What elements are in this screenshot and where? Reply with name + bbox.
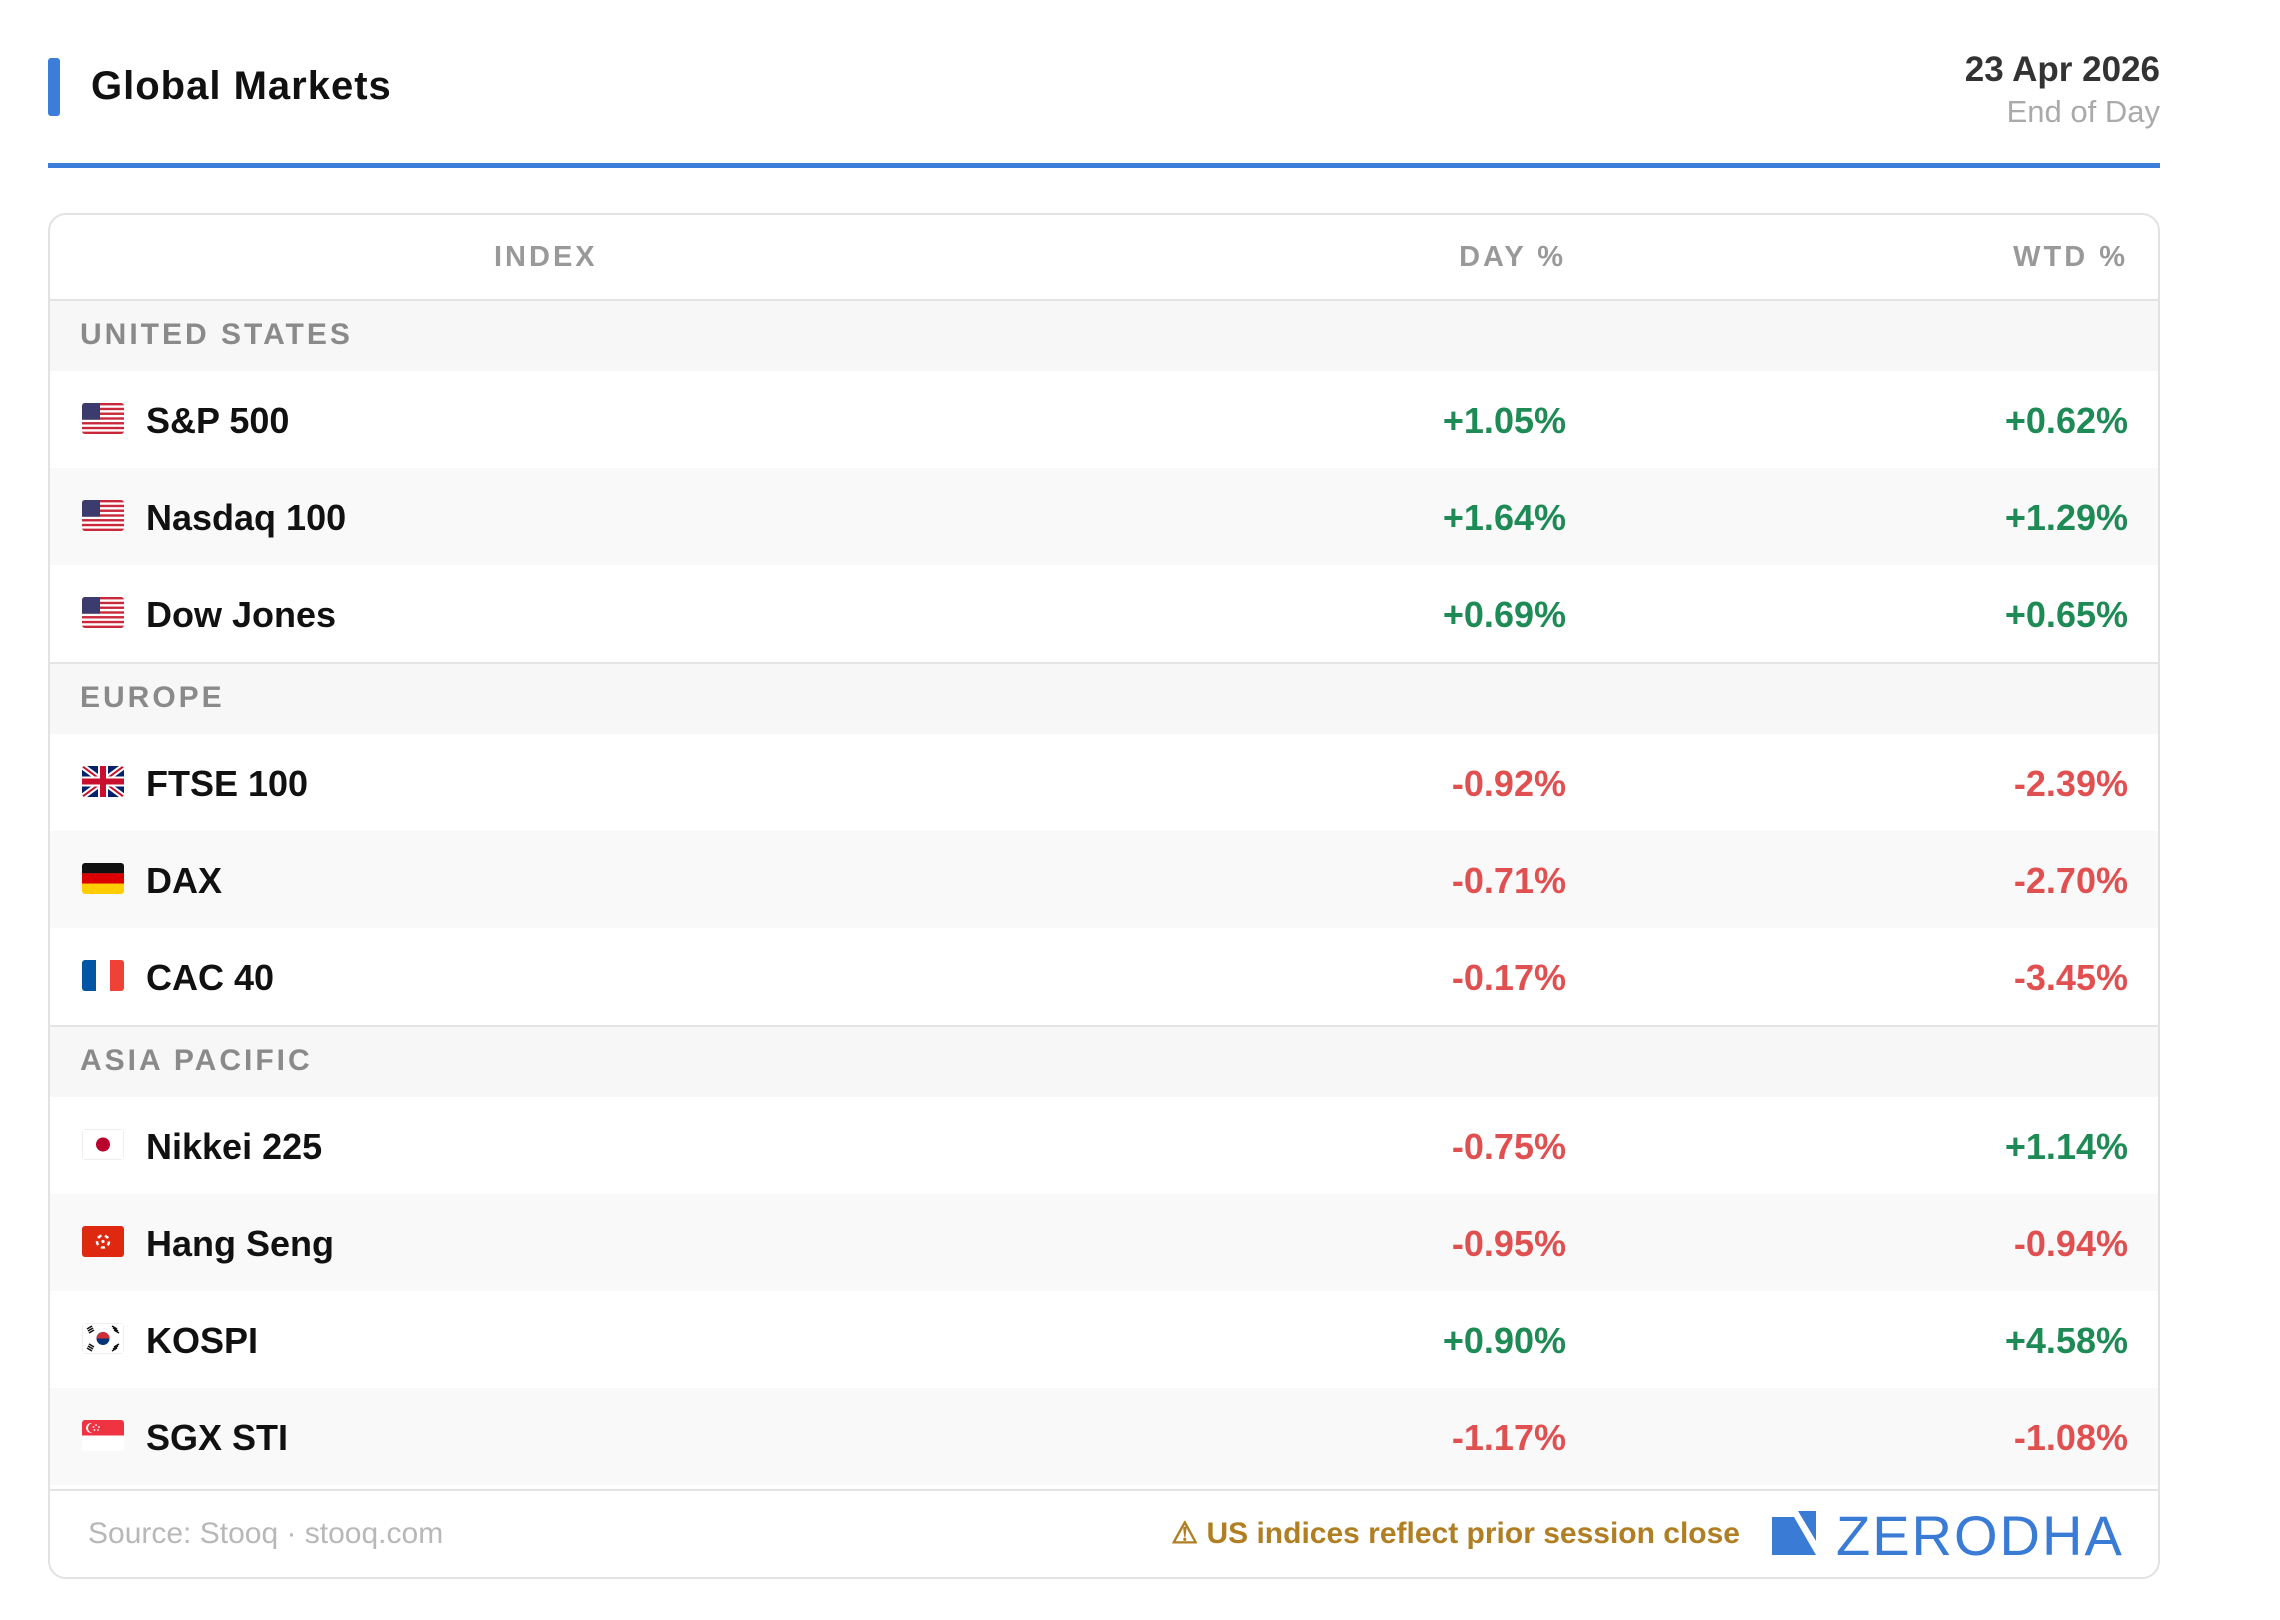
column-header-wtd: WTD % [2013, 241, 2128, 273]
wtd-change: -2.70% [2013, 860, 2128, 901]
table-row[interactable]: KOSPI +0.90% +4.58% [50, 1291, 2158, 1388]
day-change: -0.92% [1451, 763, 1566, 804]
day-change: +1.64% [1442, 497, 1566, 538]
section-label: UNITED STATES [80, 318, 353, 351]
header-divider [48, 163, 2160, 168]
day-change: -0.75% [1451, 1126, 1566, 1167]
index-name: SGX STI [146, 1417, 289, 1458]
index-name: Nasdaq 100 [146, 497, 347, 538]
table-row[interactable]: Hang Seng -0.95% -0.94% [50, 1194, 2158, 1291]
zerodha-logo-icon [1772, 1511, 1816, 1555]
section-header: ASIA PACIFIC [50, 1025, 2158, 1097]
day-change: +0.69% [1442, 594, 1566, 635]
column-header-index: INDEX [494, 241, 598, 273]
wtd-change: -2.39% [2013, 763, 2128, 804]
us-flag-icon [82, 403, 124, 434]
header: Global Markets 23 Apr 2026 End of Day [48, 0, 2160, 168]
wtd-change: +4.58% [2004, 1320, 2128, 1361]
day-change: -0.95% [1451, 1223, 1566, 1264]
index-name: KOSPI [146, 1320, 259, 1361]
de-flag-icon [82, 863, 124, 894]
table-footer: Source: Stooq · stooq.com ⚠ US indices r… [50, 1489, 2158, 1577]
wtd-change: +1.29% [2004, 497, 2128, 538]
date-block: 23 Apr 2026 End of Day [1965, 50, 2160, 130]
index-name: Dow Jones [146, 594, 337, 635]
zerodha-logo: ZERODHA [1772, 1504, 2122, 1567]
fr-flag-icon [82, 960, 124, 991]
section-header: EUROPE [50, 662, 2158, 734]
table-row[interactable]: CAC 40 -0.17% -3.45% [50, 928, 2158, 1025]
us-flag-icon [82, 597, 124, 628]
section-label: EUROPE [80, 681, 225, 714]
sg-flag-icon [82, 1420, 124, 1451]
uk-flag-icon [82, 766, 124, 797]
zerodha-logo-text: ZERODHA [1836, 1504, 2124, 1567]
jp-flag-icon [82, 1129, 124, 1160]
page-title: Global Markets [91, 64, 392, 108]
hk-flag-icon [82, 1226, 124, 1257]
day-change: +0.90% [1442, 1320, 1566, 1361]
us-flag-icon [82, 500, 124, 531]
table-row[interactable]: Nasdaq 100 +1.64% +1.29% [50, 468, 2158, 565]
day-change: -1.17% [1451, 1417, 1566, 1458]
day-change: +1.05% [1442, 400, 1566, 441]
table-row[interactable]: Nikkei 225 -0.75% +1.14% [50, 1097, 2158, 1194]
section-label: ASIA PACIFIC [80, 1044, 313, 1077]
index-name: S&P 500 [146, 400, 290, 441]
table-body: UNITED STATES S&P 500 +1.05% +0.62% Nasdaq 1… [50, 301, 2158, 1485]
table-row[interactable]: Dow Jones +0.69% +0.65% [50, 565, 2158, 662]
table-header: INDEX DAY % WTD % [50, 215, 2158, 301]
day-change: -0.17% [1451, 957, 1566, 998]
title-accent-bar [48, 58, 60, 116]
index-name: Hang Seng [146, 1223, 335, 1264]
wtd-change: +0.65% [2004, 594, 2128, 635]
markets-table: INDEX DAY % WTD % UNITED STATES S&P 500 +1… [48, 213, 2160, 1579]
index-name: Nikkei 225 [146, 1126, 323, 1167]
table-row[interactable]: S&P 500 +1.05% +0.62% [50, 371, 2158, 468]
table-row[interactable]: SGX STI -1.17% -1.08% [50, 1388, 2158, 1485]
kr-flag-icon [82, 1323, 124, 1354]
report-date: 23 Apr 2026 [1964, 50, 2160, 89]
wtd-change: -0.94% [2013, 1223, 2128, 1264]
index-name: FTSE 100 [146, 763, 309, 804]
column-header-day: DAY % [1459, 241, 1566, 273]
wtd-change: -1.08% [2013, 1417, 2128, 1458]
table-row[interactable]: DAX -0.71% -2.70% [50, 831, 2158, 928]
wtd-change: -3.45% [2013, 957, 2128, 998]
section-header: UNITED STATES [50, 301, 2158, 371]
market-summary: Global Markets 23 Apr 2026 End of Day IN… [48, 0, 2160, 1579]
report-subtitle: End of Day [2006, 94, 2160, 129]
source-note: Source: Stooq · stooq.com [88, 1517, 444, 1550]
day-change: -0.71% [1451, 860, 1566, 901]
wtd-change: +0.62% [2004, 400, 2128, 441]
index-name: CAC 40 [146, 957, 275, 998]
session-warning: ⚠ US indices reflect prior session close [1171, 1517, 1740, 1550]
index-name: DAX [146, 860, 223, 901]
wtd-change: +1.14% [2004, 1126, 2128, 1167]
table-row[interactable]: FTSE 100 -0.92% -2.39% [50, 734, 2158, 831]
